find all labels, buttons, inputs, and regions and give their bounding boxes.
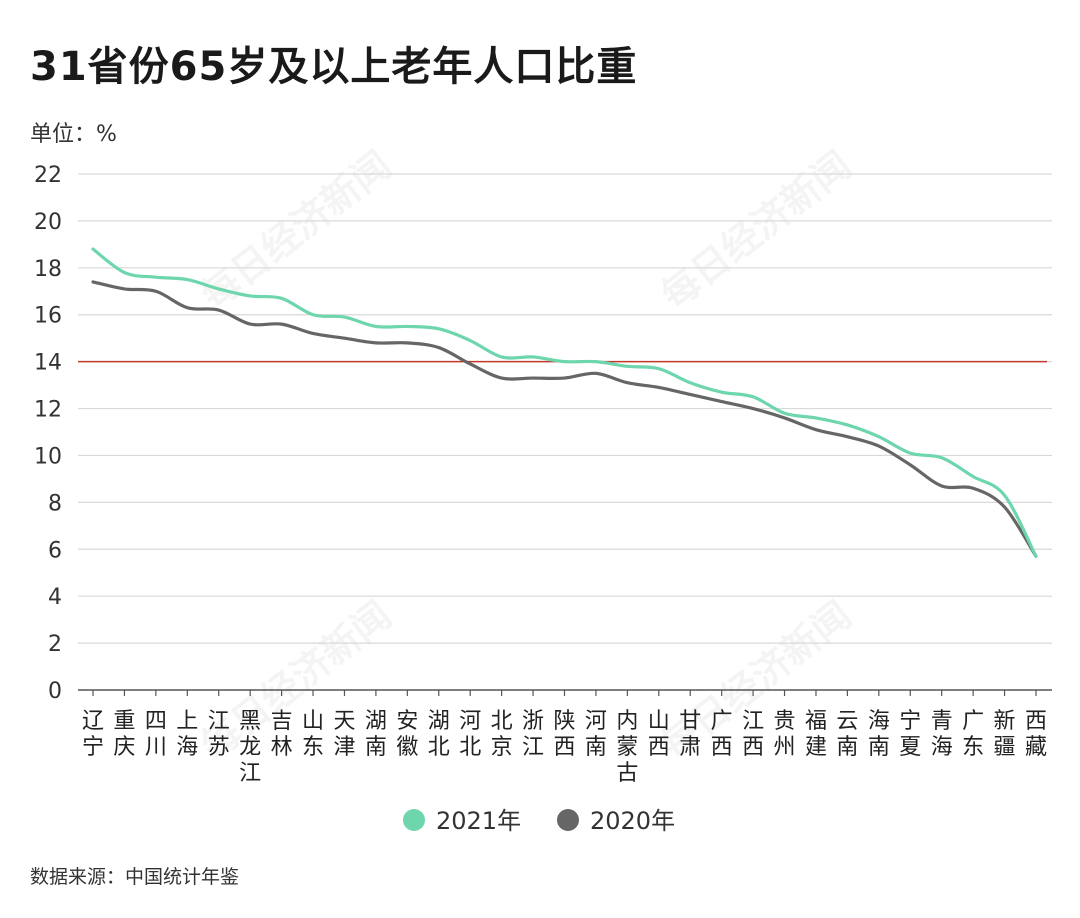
x-tick-label: 西藏 bbox=[1025, 709, 1047, 760]
unit-label: 单位：% bbox=[30, 122, 117, 147]
legend-marker bbox=[557, 809, 579, 831]
x-tick-label: 四川 bbox=[145, 709, 167, 760]
x-tick-label: 湖南 bbox=[365, 709, 387, 760]
x-tick-label: 北京 bbox=[491, 709, 513, 760]
series-2021-line bbox=[91, 247, 1038, 558]
y-tick-label: 16 bbox=[34, 304, 62, 329]
x-tick-label: 吉林 bbox=[271, 709, 293, 760]
legend-label: 2021年 bbox=[436, 807, 521, 835]
x-tick-label: 云南 bbox=[836, 709, 858, 760]
legend-item-2021: 2021年 bbox=[403, 807, 521, 835]
y-tick-label: 14 bbox=[34, 351, 62, 376]
y-tick-label: 6 bbox=[48, 538, 62, 563]
x-tick-label: 浙江 bbox=[522, 709, 544, 760]
legend: 2021年 2020年 bbox=[403, 807, 675, 835]
x-tick-label: 甘肃 bbox=[679, 709, 701, 760]
x-tick-label: 青海 bbox=[931, 709, 953, 760]
grid-lines bbox=[78, 173, 1052, 644]
y-tick-label: 22 bbox=[34, 163, 62, 188]
y-tick-label: 0 bbox=[48, 679, 62, 704]
x-tick-label: 贵州 bbox=[774, 709, 796, 760]
x-tick-label: 山东 bbox=[302, 709, 324, 760]
x-tick-label: 江苏 bbox=[208, 709, 230, 760]
series-2020-line bbox=[91, 280, 1038, 558]
x-tick-label: 天津 bbox=[333, 709, 355, 760]
legend-label: 2020年 bbox=[590, 807, 675, 835]
y-tick-label: 4 bbox=[48, 585, 62, 610]
x-tick-label: 辽宁 bbox=[82, 709, 104, 760]
x-tick-label: 陕西 bbox=[553, 709, 575, 760]
x-tick-label: 安徽 bbox=[396, 709, 418, 760]
x-tick-label: 福建 bbox=[805, 709, 827, 760]
x-tick-label: 黑龙江 bbox=[239, 709, 261, 786]
x-tick-label: 江西 bbox=[742, 709, 764, 760]
x-tick-label: 山西 bbox=[648, 709, 670, 760]
x-tick-label: 广西 bbox=[711, 709, 733, 760]
x-tick-label: 重庆 bbox=[113, 709, 135, 760]
x-tick-label: 河南 bbox=[585, 709, 607, 760]
y-axis-ticks: 0 2 4 6 8 10 12 14 16 18 20 22 bbox=[34, 163, 62, 704]
x-tick-label: 宁夏 bbox=[899, 709, 921, 760]
y-tick-label: 8 bbox=[48, 491, 62, 516]
chart-title: 31省份65岁及以上老年人口比重 bbox=[30, 44, 638, 90]
source-note: 数据来源：中国统计年鉴 bbox=[30, 866, 240, 888]
x-tick-label: 上海 bbox=[176, 709, 198, 760]
x-tick-label: 内蒙古 bbox=[616, 709, 638, 786]
x-tick-label: 湖北 bbox=[428, 709, 450, 760]
y-tick-label: 20 bbox=[34, 210, 62, 235]
y-tick-label: 2 bbox=[48, 632, 62, 657]
x-tick-label: 广东 bbox=[962, 709, 984, 760]
series-lines bbox=[91, 247, 1038, 558]
y-tick-label: 10 bbox=[34, 444, 62, 469]
x-tick-label: 河北 bbox=[459, 709, 481, 760]
legend-marker bbox=[403, 809, 425, 831]
x-tick-label: 新疆 bbox=[994, 709, 1016, 760]
y-tick-label: 12 bbox=[34, 398, 62, 423]
x-tick-label: 海南 bbox=[868, 709, 890, 760]
x-axis-ticks: 辽宁重庆四川上海江苏黑龙江吉林山东天津湖南安徽湖北河北北京浙江陕西河南内蒙古山西… bbox=[82, 690, 1047, 786]
legend-item-2020: 2020年 bbox=[557, 807, 675, 835]
y-tick-label: 18 bbox=[34, 257, 62, 282]
